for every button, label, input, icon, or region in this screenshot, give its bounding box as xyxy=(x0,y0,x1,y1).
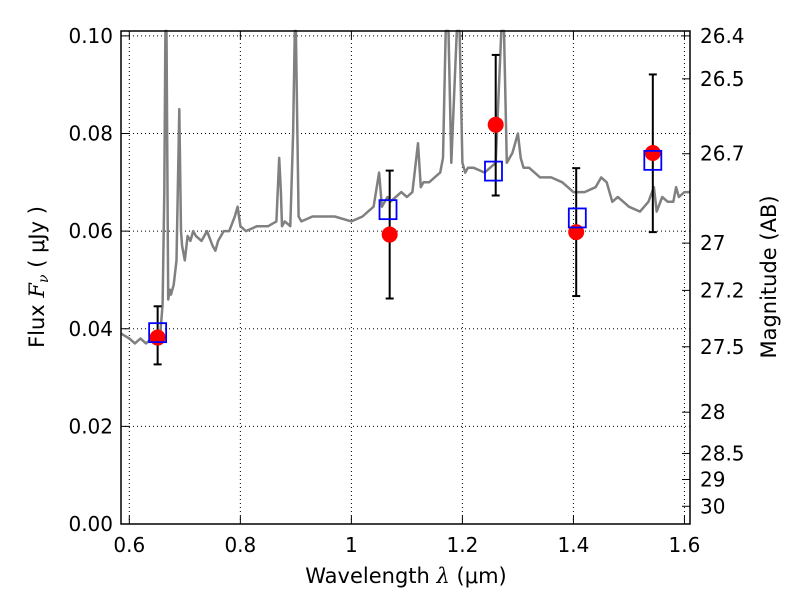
observed-point xyxy=(149,329,166,346)
model-series xyxy=(148,149,663,344)
plot-frame xyxy=(120,30,691,525)
x-tick-label: 1.4 xyxy=(558,533,590,557)
grid-lines xyxy=(121,31,690,524)
magnitude-tick-label: 29 xyxy=(700,467,725,491)
model-point xyxy=(484,160,503,182)
magnitude-tick-label: 26.7 xyxy=(700,142,745,166)
y-tick-label: 0.08 xyxy=(68,122,113,146)
y-tick-label: 0.02 xyxy=(68,414,113,438)
x-axis-label: Wavelength λ (μm) xyxy=(305,564,506,588)
observed-point xyxy=(381,226,398,243)
magnitude-tick-label: 27 xyxy=(700,231,725,255)
y-tick-label: 0.06 xyxy=(68,219,113,243)
x-tick-label: 0.8 xyxy=(224,533,256,557)
axis-ticks: 0.6 0.8 1 1.2 1.4 1.6 0.00 0.02 0.04 0.06 0.08 0.10… xyxy=(68,24,744,557)
y-tick-label: 0.10 xyxy=(68,24,113,48)
errorbar-series xyxy=(153,53,657,366)
observed-point xyxy=(487,116,504,133)
spectrum-series xyxy=(120,29,690,345)
x-tick-label: 1.2 xyxy=(446,533,478,557)
model-point xyxy=(148,322,168,344)
y-tick-label: 0.04 xyxy=(68,317,113,341)
magnitude-tick-label: 28.5 xyxy=(700,441,745,465)
model-point xyxy=(567,207,587,229)
x-tick-label: 0.6 xyxy=(113,533,145,557)
spectrum-line xyxy=(120,29,690,345)
magnitude-tick-label: 27.2 xyxy=(700,278,745,302)
magnitude-tick-label: 30 xyxy=(700,494,725,518)
model-point xyxy=(643,149,663,171)
model-point xyxy=(378,199,398,221)
x-tick-label: 1 xyxy=(345,533,358,557)
magnitude-tick-label: 27.5 xyxy=(700,335,745,359)
magnitude-tick-label: 26.4 xyxy=(700,24,745,48)
y-tick-label: 0.00 xyxy=(68,512,113,536)
magnitude-tick-label: 26.5 xyxy=(700,67,745,91)
observed-point xyxy=(644,145,661,162)
observed-point xyxy=(568,224,585,241)
magnitude-axis-label: Magnitude (AB) xyxy=(757,195,781,358)
y-axis-label: Flux Fν ( μJy ) xyxy=(25,206,52,348)
magnitude-tick-label: 28 xyxy=(700,400,725,424)
x-tick-label: 1.6 xyxy=(669,533,701,557)
